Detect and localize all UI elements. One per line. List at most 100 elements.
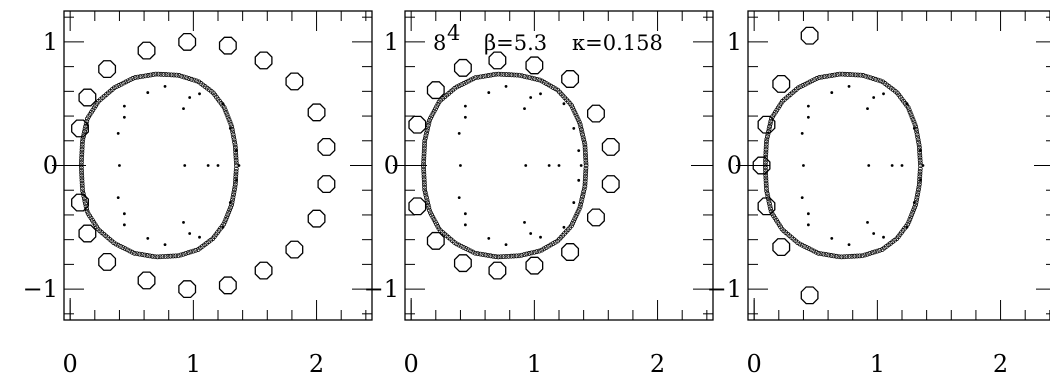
ring-point	[222, 107, 228, 113]
ring-point	[433, 106, 438, 112]
dot-point	[547, 164, 551, 167]
ring-point	[142, 252, 148, 258]
ring-point	[422, 135, 428, 141]
ring-point	[768, 116, 774, 122]
ring-point	[83, 201, 88, 207]
ring-point	[435, 101, 441, 107]
ring-point	[422, 187, 428, 193]
dot-point	[122, 223, 126, 227]
ring-point	[477, 251, 483, 257]
ring-point	[158, 71, 164, 77]
ring-point	[232, 142, 238, 148]
ring-point	[478, 74, 484, 80]
ring-point	[83, 124, 89, 129]
dot-point	[457, 131, 461, 135]
ring-point	[122, 246, 128, 252]
ring-point	[456, 83, 462, 89]
ring-point	[577, 204, 583, 210]
ring-point	[421, 164, 426, 170]
ring-point	[914, 129, 920, 135]
dot-point	[800, 131, 804, 135]
ring-point	[814, 76, 820, 81]
ring-point	[582, 142, 588, 148]
ring-point	[860, 73, 866, 78]
ring-point	[872, 249, 878, 255]
ring-point	[524, 251, 530, 257]
ring-point	[459, 82, 464, 88]
octagon-point	[525, 56, 544, 75]
dot-point	[921, 164, 925, 167]
dot-point	[206, 164, 210, 167]
ring-point	[583, 173, 588, 179]
ring-point	[847, 72, 853, 77]
ring-point	[506, 72, 512, 78]
ring-point	[178, 252, 184, 258]
ring-point	[917, 171, 923, 177]
octagon-point	[71, 193, 89, 212]
ring-point	[834, 253, 839, 259]
ring-point	[824, 73, 830, 79]
dot-point	[539, 92, 542, 96]
ring-point	[863, 73, 868, 79]
ring-point	[490, 253, 496, 259]
dot-point	[237, 164, 241, 167]
ring-point	[514, 253, 519, 259]
ring-point	[807, 79, 813, 85]
ring-point	[229, 124, 235, 130]
ring-point	[829, 73, 835, 78]
ring-point	[763, 157, 768, 163]
ring-point	[186, 76, 192, 81]
dot-point	[912, 201, 916, 204]
ring-point	[583, 166, 589, 171]
ring-point	[583, 163, 589, 168]
ring-point	[582, 150, 588, 155]
ring-point	[915, 134, 921, 140]
ring-point	[906, 107, 912, 113]
ring-point	[912, 122, 918, 127]
ring-point	[763, 167, 768, 173]
ring-point	[571, 107, 577, 113]
ring-point	[531, 249, 537, 255]
ring-point	[144, 253, 150, 258]
dot-point	[919, 149, 922, 153]
ring-point	[231, 137, 237, 143]
ring-point	[134, 251, 140, 257]
ring-point	[916, 142, 922, 148]
ring-point	[496, 71, 501, 77]
dot-point	[847, 84, 851, 88]
ring-point	[859, 253, 865, 259]
ring-point	[839, 71, 845, 77]
ring-point	[852, 72, 858, 78]
ring-point	[572, 110, 578, 116]
dot-point	[221, 102, 225, 106]
ring-point	[816, 250, 821, 256]
ring-point	[578, 199, 584, 205]
ring-point	[852, 253, 857, 259]
dot-point	[572, 127, 576, 130]
ring-point	[233, 152, 239, 158]
ring-point	[766, 129, 771, 134]
ring-point	[120, 245, 126, 250]
octagon-point	[757, 197, 776, 216]
ring-point	[181, 74, 187, 80]
ring-point	[222, 219, 228, 225]
octagon-point	[601, 137, 620, 156]
ring-point	[765, 193, 771, 199]
ring-point	[867, 251, 873, 256]
ring-point	[583, 171, 589, 177]
ring-point	[470, 76, 476, 82]
dot-point	[122, 212, 126, 216]
ring-point	[150, 72, 156, 77]
octagon-point	[488, 261, 507, 280]
ring-point	[577, 122, 583, 127]
octagon-point	[800, 26, 819, 45]
ring-point	[869, 250, 875, 256]
ring-point	[765, 196, 771, 202]
ring-point	[569, 223, 574, 229]
octagon-point	[285, 72, 304, 91]
ring-point	[877, 247, 883, 253]
ring-point	[422, 185, 427, 190]
dot-point	[866, 107, 869, 111]
octagon-point	[307, 103, 326, 122]
octagon-point	[178, 280, 197, 299]
